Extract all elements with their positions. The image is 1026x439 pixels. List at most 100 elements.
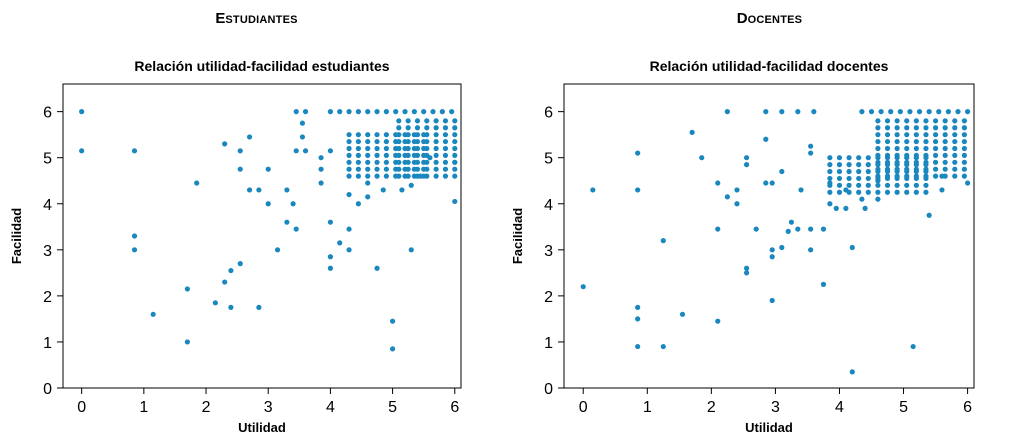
data-point bbox=[237, 261, 243, 267]
data-point bbox=[932, 125, 939, 131]
data-point bbox=[433, 159, 439, 165]
section-title-rest: ocentes bbox=[747, 14, 803, 26]
data-point bbox=[355, 138, 361, 145]
data-point bbox=[439, 109, 445, 115]
data-point bbox=[888, 109, 894, 115]
data-point bbox=[389, 346, 396, 352]
data-point bbox=[820, 281, 827, 287]
data-point bbox=[961, 145, 967, 152]
data-point bbox=[875, 189, 881, 195]
data-point bbox=[355, 173, 361, 179]
data-point bbox=[346, 159, 352, 165]
data-point bbox=[150, 311, 156, 317]
data-point bbox=[913, 145, 919, 152]
data-point bbox=[734, 187, 740, 193]
data-point bbox=[811, 109, 817, 115]
data-point bbox=[923, 166, 929, 172]
data-point bbox=[346, 226, 352, 232]
data-point bbox=[365, 180, 371, 186]
data-point bbox=[961, 125, 967, 131]
data-point bbox=[856, 168, 862, 175]
data-point bbox=[365, 145, 371, 152]
data-point bbox=[865, 162, 871, 168]
data-point bbox=[433, 166, 439, 172]
data-point bbox=[836, 162, 843, 168]
data-point bbox=[302, 109, 309, 115]
data-point bbox=[884, 182, 891, 188]
data-point bbox=[769, 247, 775, 253]
data-point bbox=[327, 109, 334, 115]
data-point bbox=[846, 189, 852, 195]
data-point bbox=[785, 228, 791, 234]
x-tick-label: 3 bbox=[771, 399, 780, 416]
data-point bbox=[396, 125, 402, 131]
data-point bbox=[846, 175, 852, 182]
data-point bbox=[383, 166, 389, 172]
data-point bbox=[836, 182, 843, 188]
x-tick-label: 4 bbox=[326, 399, 335, 416]
data-point bbox=[660, 343, 666, 350]
data-point bbox=[265, 201, 271, 207]
x-tick-label: 0 bbox=[579, 399, 588, 416]
data-point bbox=[904, 173, 910, 179]
data-point bbox=[299, 134, 306, 140]
data-point bbox=[884, 159, 891, 165]
data-point bbox=[859, 109, 865, 115]
y-tick-label: 5 bbox=[544, 151, 553, 168]
data-point bbox=[808, 247, 814, 253]
data-point bbox=[904, 182, 910, 188]
data-point bbox=[346, 132, 352, 138]
data-point bbox=[246, 187, 253, 193]
data-point bbox=[414, 145, 421, 152]
data-point bbox=[913, 118, 919, 124]
data-point bbox=[424, 173, 430, 179]
data-point bbox=[795, 226, 801, 232]
data-point bbox=[365, 109, 371, 115]
data-point bbox=[932, 159, 939, 165]
data-point bbox=[916, 109, 923, 115]
data-point bbox=[374, 152, 380, 158]
data-point bbox=[942, 118, 948, 124]
data-point bbox=[396, 138, 402, 145]
data-point bbox=[424, 125, 430, 131]
data-point bbox=[383, 152, 389, 158]
chart-title: Relación utilidad-facilidad docentes bbox=[650, 58, 889, 74]
data-point bbox=[875, 132, 881, 138]
data-point bbox=[808, 143, 814, 149]
data-point bbox=[414, 166, 421, 172]
data-point bbox=[405, 145, 411, 152]
data-point bbox=[79, 148, 85, 154]
data-point bbox=[396, 118, 402, 124]
data-point bbox=[222, 141, 228, 147]
data-point bbox=[421, 109, 427, 115]
data-point bbox=[590, 187, 596, 193]
data-point bbox=[414, 173, 421, 179]
data-point bbox=[346, 166, 352, 172]
data-point bbox=[843, 205, 849, 211]
data-point bbox=[856, 162, 862, 168]
data-point bbox=[424, 159, 430, 165]
data-point bbox=[580, 284, 586, 290]
section-title-initial: E bbox=[215, 10, 226, 27]
data-point bbox=[389, 318, 396, 324]
data-point bbox=[383, 138, 389, 145]
data-point bbox=[827, 168, 833, 175]
data-point bbox=[184, 286, 190, 292]
data-point bbox=[290, 201, 296, 207]
data-point bbox=[414, 159, 421, 165]
data-point bbox=[743, 162, 750, 168]
data-point bbox=[884, 125, 891, 131]
data-point bbox=[414, 152, 421, 158]
data-point bbox=[875, 182, 881, 188]
data-point bbox=[433, 173, 439, 179]
data-point bbox=[433, 138, 439, 145]
teachers-panel: Docentes Relación utilidad-facilidad doc… bbox=[513, 0, 1026, 439]
data-point bbox=[849, 369, 855, 375]
data-point bbox=[679, 311, 686, 317]
data-point bbox=[228, 267, 234, 274]
data-point bbox=[396, 152, 402, 158]
data-point bbox=[884, 166, 891, 172]
y-tick-label: 1 bbox=[544, 335, 553, 352]
data-point bbox=[442, 152, 449, 158]
data-point bbox=[961, 159, 967, 165]
